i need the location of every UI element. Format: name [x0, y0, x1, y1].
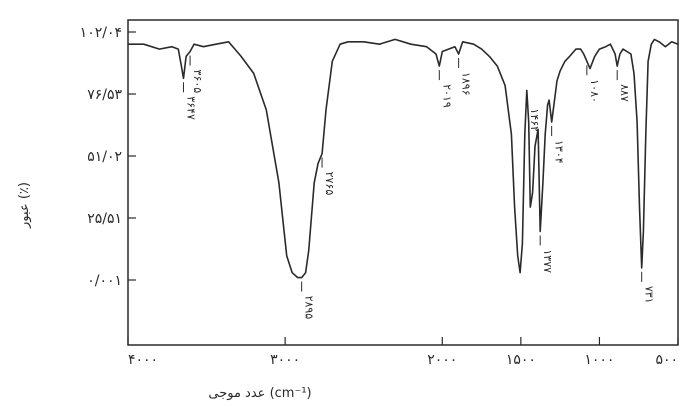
peak-label: ۷۳۱	[643, 286, 656, 304]
y-tick-label: ۵۱/۰۲	[87, 149, 122, 165]
x-tick-label: ۱۵۰۰	[506, 352, 536, 368]
x-tick-label: ۵۰۰	[655, 352, 678, 368]
y-tick-label: ۲۵/۵۱	[87, 211, 122, 227]
x-axis-title: عدد موجی (cm⁻¹)	[208, 386, 311, 401]
peak-label: ۸۸۷	[618, 84, 631, 102]
x-tick-label: ۱۰۰۰	[584, 352, 614, 368]
peak-label: ۱۳۰۴	[553, 140, 566, 164]
peak-label: ۳۶۰۵	[191, 70, 204, 94]
plot-frame	[127, 19, 679, 346]
peak-label: ۳۶۴۷	[184, 96, 197, 120]
peak-annotations: ۳۶۴۷ ۳۶۰۵ ۲۸۹۵ ۲۷۶۵ ۲۰۱۹ ۱۸۹۶ ۱۴۶۲ ۱۳۷۷ ۱۳۰۴ ۱۰۸۰…	[182, 55, 656, 320]
y-axis: ۰/۰۰۱ ۲۵/۵۱ ۵۱/۰۲ ۷۶/۵۳ ۱۰۲/۰۴	[80, 25, 136, 289]
peak-label: ۲۸۹۵	[303, 296, 316, 320]
y-axis-title: عبور (٪)	[17, 182, 32, 229]
peak-label: ۱۳۷۷	[541, 249, 554, 273]
peak-label: ۲۰۱۹	[440, 84, 453, 108]
x-axis: ۴۰۰۰ ۳۰۰۰ ۲۰۰۰ ۱۵۰۰ ۱۰۰۰ ۵۰۰	[127, 337, 679, 368]
peak-label: ۱۴۶۲	[528, 108, 541, 132]
y-tick-label: ۰/۰۰۱	[87, 273, 122, 289]
x-tick-label: ۴۰۰۰	[128, 352, 158, 368]
peak-label: ۲۷۶۵	[323, 172, 336, 196]
y-tick-label: ۷۶/۵۳	[87, 87, 122, 103]
peak-label: ۱۰۸۰	[588, 79, 601, 103]
peak-label: ۱۸۹۶	[460, 72, 473, 96]
x-tick-label: ۳۰۰۰	[270, 352, 300, 368]
spectrum-line	[128, 38, 679, 279]
y-tick-label: ۱۰۲/۰۴	[80, 25, 122, 41]
x-tick-label: ۲۰۰۰	[427, 352, 457, 368]
